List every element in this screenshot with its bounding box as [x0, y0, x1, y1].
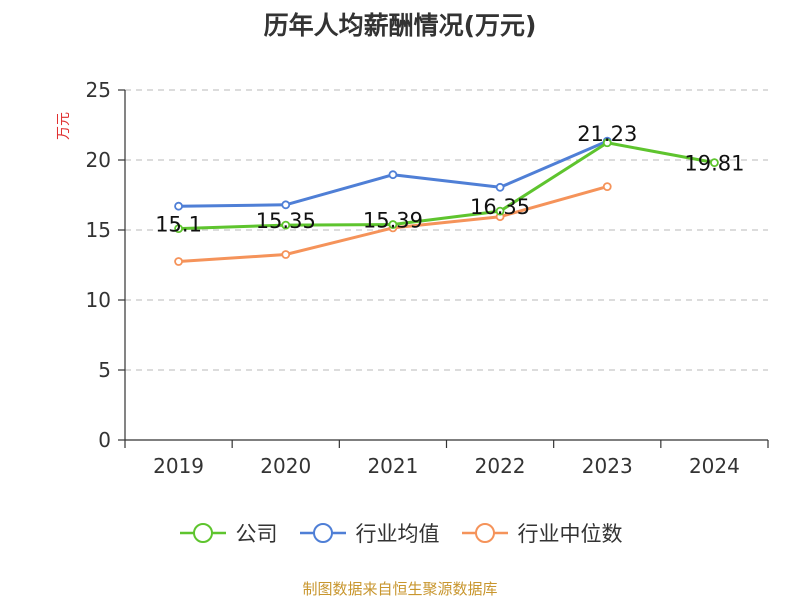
data-point — [174, 257, 183, 266]
data-point — [602, 138, 612, 148]
y-tick-label: 0 — [98, 428, 111, 452]
y-tick-label: 15 — [86, 218, 111, 242]
grid-lines — [125, 89, 768, 371]
data-label: 19.81 — [684, 152, 744, 176]
x-tick-label: 2019 — [153, 454, 204, 478]
x-tick-label: 2022 — [475, 454, 526, 478]
legend: 公司 行业均值 行业中位数 — [0, 518, 800, 558]
legend-label: 行业均值 — [355, 522, 440, 546]
data-label: 15.39 — [363, 209, 423, 233]
legend-label: 行业中位数 — [517, 522, 623, 546]
axes: 0 5 10 15 20 25 2019 2020 2021 2022 2023 2024 — [86, 78, 769, 478]
y-tick-label: 10 — [86, 288, 111, 312]
y-tick-label: 5 — [98, 358, 111, 382]
legend-item[interactable]: 行业中位数 — [460, 518, 623, 548]
legend-label: 公司 — [235, 522, 278, 546]
data-labels: 15.1 15.35 15.39 16.35 21.23 19.81 — [155, 122, 744, 237]
data-point — [710, 158, 719, 168]
y-tick-label: 25 — [86, 78, 111, 102]
x-tick-label: 2023 — [582, 454, 633, 478]
data-point — [281, 250, 291, 259]
data-point — [281, 220, 291, 230]
data-point — [281, 200, 291, 210]
x-tick-label: 2020 — [260, 454, 311, 478]
data-label: 15.35 — [256, 209, 316, 233]
data-label: 21.23 — [577, 122, 637, 146]
series-line-0 — [178, 141, 715, 231]
legend-marker-icon — [461, 523, 508, 543]
data-point — [602, 182, 612, 192]
data-point — [174, 201, 183, 211]
data-point — [388, 220, 398, 229]
source-note: 制图数据来自恒生聚源数据库 — [302, 580, 498, 598]
y-tick-label: 20 — [86, 148, 111, 172]
data-point — [174, 224, 183, 234]
data-point — [495, 206, 505, 216]
legend-item[interactable]: 行业均值 — [298, 518, 440, 548]
series-layer — [174, 136, 719, 266]
legend-marker-icon — [179, 523, 226, 543]
data-label: 15.1 — [155, 213, 202, 237]
legend-marker-icon — [299, 523, 346, 543]
x-tick-label: 2021 — [367, 454, 418, 478]
data-label: 16.35 — [470, 195, 530, 219]
x-tick-label: 2024 — [689, 454, 740, 478]
data-point — [495, 182, 505, 192]
legend-item[interactable]: 公司 — [178, 518, 278, 548]
data-point — [388, 170, 398, 180]
chart-title: 历年人均薪酬情况(万元) — [263, 11, 537, 40]
